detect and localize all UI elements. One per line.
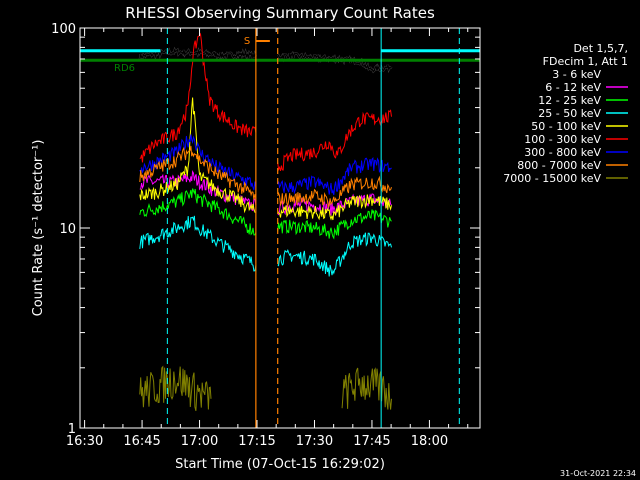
legend-entry-label-1: 6 - 12 keV xyxy=(545,81,601,94)
x-tick-label-4: 17:30 xyxy=(296,434,333,449)
y-tick-label-1: 10 xyxy=(59,222,76,237)
series-line-8-seg-1 xyxy=(139,145,257,200)
series-line-8-seg-2 xyxy=(277,175,392,209)
x-tick-label-0: 16:30 xyxy=(66,434,103,449)
y-axis-label: Count Rate (s⁻¹ detector⁻¹) xyxy=(31,140,46,317)
y-tick-label-0: 1 xyxy=(68,422,76,437)
x-tick-label-5: 17:45 xyxy=(353,434,390,449)
x-tick-label-6: 18:00 xyxy=(411,434,448,449)
series-line-7-seg-2 xyxy=(277,156,392,196)
legend-entry-label-3: 25 - 50 keV xyxy=(538,107,601,120)
x-tick-label-1: 16:45 xyxy=(123,434,160,449)
legend-entry-label-5: 100 - 300 keV xyxy=(524,133,601,146)
legend-entry-label-4: 50 - 100 keV xyxy=(531,120,601,133)
x-tick-label-2: 17:00 xyxy=(181,434,218,449)
s-label: S xyxy=(244,36,250,47)
series-line-5-seg-2 xyxy=(277,194,392,221)
series-line-9-seg-1 xyxy=(139,365,212,412)
x-tick-label-3: 17:15 xyxy=(238,434,275,449)
legend-entry-label-0: 3 - 6 keV xyxy=(552,68,601,81)
series-line-6-seg-2 xyxy=(277,109,392,172)
legend-entry-label-8: 7000 - 15000 keV xyxy=(503,172,601,185)
x-axis-label: Start Time (07-Oct-15 16:29:02) xyxy=(175,457,385,472)
legend-entry-label-6: 300 - 800 keV xyxy=(524,146,601,159)
legend-entry-label-7: 800 - 7000 keV xyxy=(517,159,601,172)
rd6-label: RD6 xyxy=(114,63,135,74)
legend-entry-label-2: 12 - 25 keV xyxy=(538,94,601,107)
legend-header-1: FDecim 1, Att 1 xyxy=(543,55,628,68)
series-line-4-seg-2 xyxy=(277,232,392,277)
legend-header-0: Det 1,5,7, xyxy=(573,42,628,55)
y-tick-label-2: 100 xyxy=(51,22,76,37)
series-line-6-seg-1 xyxy=(139,32,257,163)
series-line-5-seg-1 xyxy=(139,97,256,214)
chart-title: RHESSI Observing Summary Count Rates xyxy=(125,4,435,22)
series-line-3-seg-2 xyxy=(277,209,392,240)
footer-date: 31-Oct-2021 22:34 xyxy=(560,469,636,478)
series-line-3-seg-1 xyxy=(139,188,257,236)
series-line-4-seg-1 xyxy=(139,215,257,272)
series-line-1-seg-2 xyxy=(277,51,393,73)
series-line-9-seg-2 xyxy=(341,367,392,410)
